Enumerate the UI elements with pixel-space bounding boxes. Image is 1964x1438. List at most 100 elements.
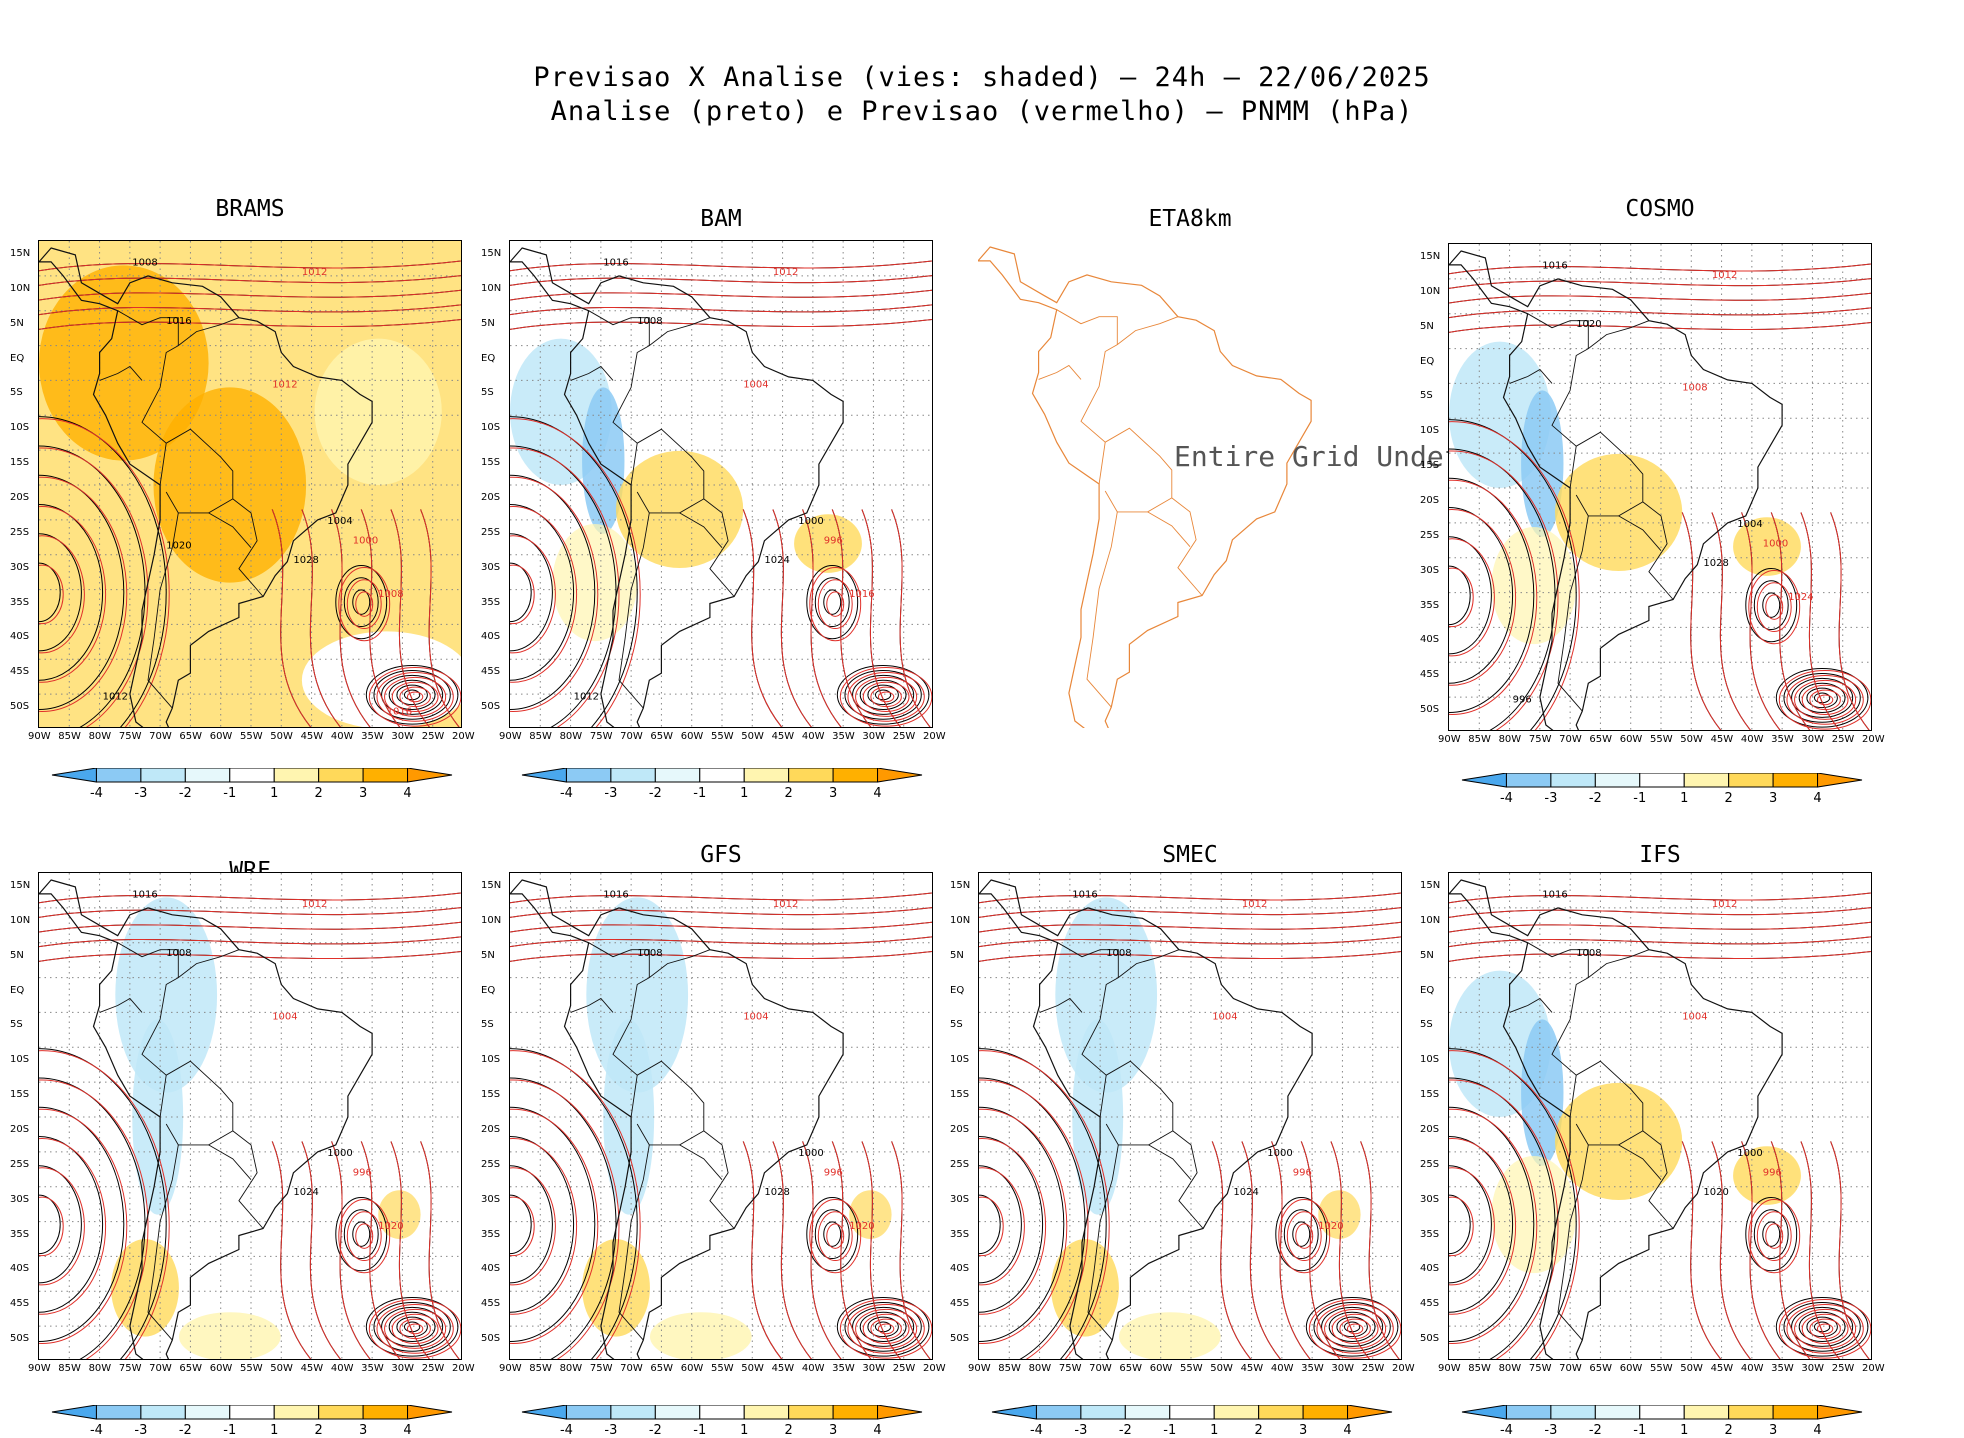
lat-tick-label: 30S — [1420, 1193, 1440, 1205]
colorbar-label: 4 — [403, 786, 412, 801]
isobar-label: 1024 — [1233, 1187, 1258, 1198]
lat-tick-label: 15N — [1420, 250, 1441, 262]
lat-tick-label: 10S — [1420, 1054, 1440, 1066]
lat-tick-label: 30S — [481, 1193, 501, 1205]
colorbar-label: -1 — [1633, 791, 1647, 806]
lon-tick-label: 90W — [28, 731, 51, 742]
colorbar-swatch — [184, 768, 231, 783]
map-panel-eta8km — [978, 240, 1402, 728]
lat-tick-label: 30S — [950, 1193, 970, 1205]
lat-tick-label: 25S — [481, 1158, 501, 1170]
lon-tick-label: 85W — [58, 1363, 81, 1374]
isobar-label: 1012 — [1712, 899, 1737, 910]
lon-tick-label: 35W — [832, 731, 855, 742]
lat-tick-label: 20S — [10, 1123, 30, 1135]
lat-tick-label: EQ — [481, 984, 496, 996]
lat-tick-label: 45S — [481, 666, 501, 678]
lon-tick-label: 55W — [711, 1363, 734, 1374]
colorbar-label: -1 — [223, 1423, 237, 1438]
isobar-label: 1028 — [1703, 558, 1728, 569]
colorbar-label: -1 — [1163, 1423, 1177, 1438]
lon-tick-label: 20W — [1862, 1363, 1885, 1374]
colorbar-label: -4 — [89, 786, 103, 801]
isobar-label: 1008 — [637, 316, 662, 327]
colorbar-swatch — [521, 768, 567, 783]
colorbar-swatch — [1461, 1405, 1507, 1420]
lon-tick-label: 60W — [680, 731, 704, 742]
isobar-label: 1024 — [293, 1187, 318, 1198]
lon-tick-label: 90W — [968, 1363, 991, 1374]
colorbar-swatch — [1213, 1405, 1260, 1420]
lat-tick-label: 25S — [481, 526, 501, 538]
lat-tick-label: 15N — [481, 879, 502, 891]
lon-tick-label: 20W — [1392, 1363, 1415, 1374]
lon-tick-label: 35W — [1301, 1363, 1324, 1374]
lon-tick-label: 70W — [149, 731, 172, 742]
colorbar — [51, 1405, 453, 1420]
lat-tick-label: 50S — [10, 701, 30, 713]
lat-tick-label: 40S — [481, 631, 501, 643]
figure-title-line1: Previsao X Analise (vies: shaded) – 24h … — [533, 62, 1431, 93]
colorbar-swatch — [95, 768, 142, 783]
colorbar-label: -4 — [559, 786, 573, 801]
lat-tick-label: 5S — [1420, 390, 1433, 402]
isobar-label: 1012 — [302, 267, 327, 278]
lat-tick-label: 40S — [481, 1263, 501, 1275]
lat-tick-label: 10N — [481, 914, 502, 926]
lat-tick-label: 5S — [481, 1019, 494, 1031]
lon-tick-label: 45W — [771, 731, 795, 742]
lon-tick-label: 70W — [620, 731, 643, 742]
lat-tick-label: 5S — [1420, 1019, 1433, 1031]
lon-tick-label: 90W — [28, 1363, 51, 1374]
lon-tick-label: 35W — [361, 1363, 384, 1374]
colorbar-swatch — [1505, 1405, 1552, 1420]
isobar-label: 1016 — [387, 706, 412, 717]
colorbar-label: -1 — [693, 786, 707, 801]
colorbar-label: 2 — [1724, 791, 1733, 806]
lon-tick-label: 65W — [179, 731, 203, 742]
colorbar-label: 3 — [358, 1423, 368, 1438]
lon-tick-label: 40W — [1740, 1363, 1764, 1374]
lat-tick-label: 45S — [481, 1298, 501, 1310]
lon-tick-label: 40W — [1740, 734, 1764, 745]
isobar-label: 1000 — [1737, 1148, 1762, 1159]
lat-tick-label: EQ — [10, 352, 25, 364]
colorbar-swatch — [318, 1405, 364, 1420]
colorbar-swatch — [1639, 773, 1685, 788]
panel-title-gfs: GFS — [700, 842, 742, 868]
lon-tick-label: 50W — [741, 1363, 764, 1374]
colorbar-label: 2 — [1724, 1423, 1733, 1438]
colorbar-swatch — [1169, 1405, 1215, 1420]
colorbar-swatch — [407, 1405, 453, 1420]
lat-tick-label: 20S — [481, 491, 501, 503]
lon-tick-label: 20W — [452, 731, 475, 742]
colorbar-label: 2 — [314, 1423, 323, 1438]
colorbar-label: 3 — [828, 786, 838, 801]
colorbar-label: -4 — [1029, 1423, 1043, 1438]
colorbar-swatch — [832, 1405, 879, 1420]
colorbar — [521, 1405, 923, 1420]
isobar-label: 1012 — [773, 267, 798, 278]
colorbar-swatch — [51, 768, 97, 783]
panel-title-ifs: IFS — [1639, 842, 1681, 868]
isobar-label: 1004 — [1212, 1011, 1237, 1022]
colorbar-swatch — [1505, 773, 1552, 788]
colorbar-swatch — [1080, 1405, 1126, 1420]
lon-tick-label: 75W — [589, 1363, 613, 1374]
lat-tick-label: 5N — [481, 317, 495, 329]
colorbar-label: -3 — [134, 786, 148, 801]
lat-tick-label: 5N — [1420, 320, 1434, 332]
lon-tick-label: 55W — [1180, 1363, 1203, 1374]
lat-tick-label: 5N — [1420, 949, 1434, 961]
isobar-label: 1012 — [574, 692, 599, 703]
colorbar-swatch — [1817, 1405, 1863, 1420]
lon-tick-label: 55W — [711, 731, 734, 742]
isobar-label: 1016 — [166, 316, 191, 327]
lon-tick-label: 45W — [300, 1363, 324, 1374]
lon-tick-label: 90W — [499, 731, 522, 742]
lat-tick-label: 5N — [481, 949, 495, 961]
lat-tick-label: 15S — [10, 457, 30, 469]
lon-tick-label: 85W — [1468, 734, 1491, 745]
lon-tick-label: 80W — [559, 731, 583, 742]
lon-tick-label: 30W — [1331, 1363, 1355, 1374]
